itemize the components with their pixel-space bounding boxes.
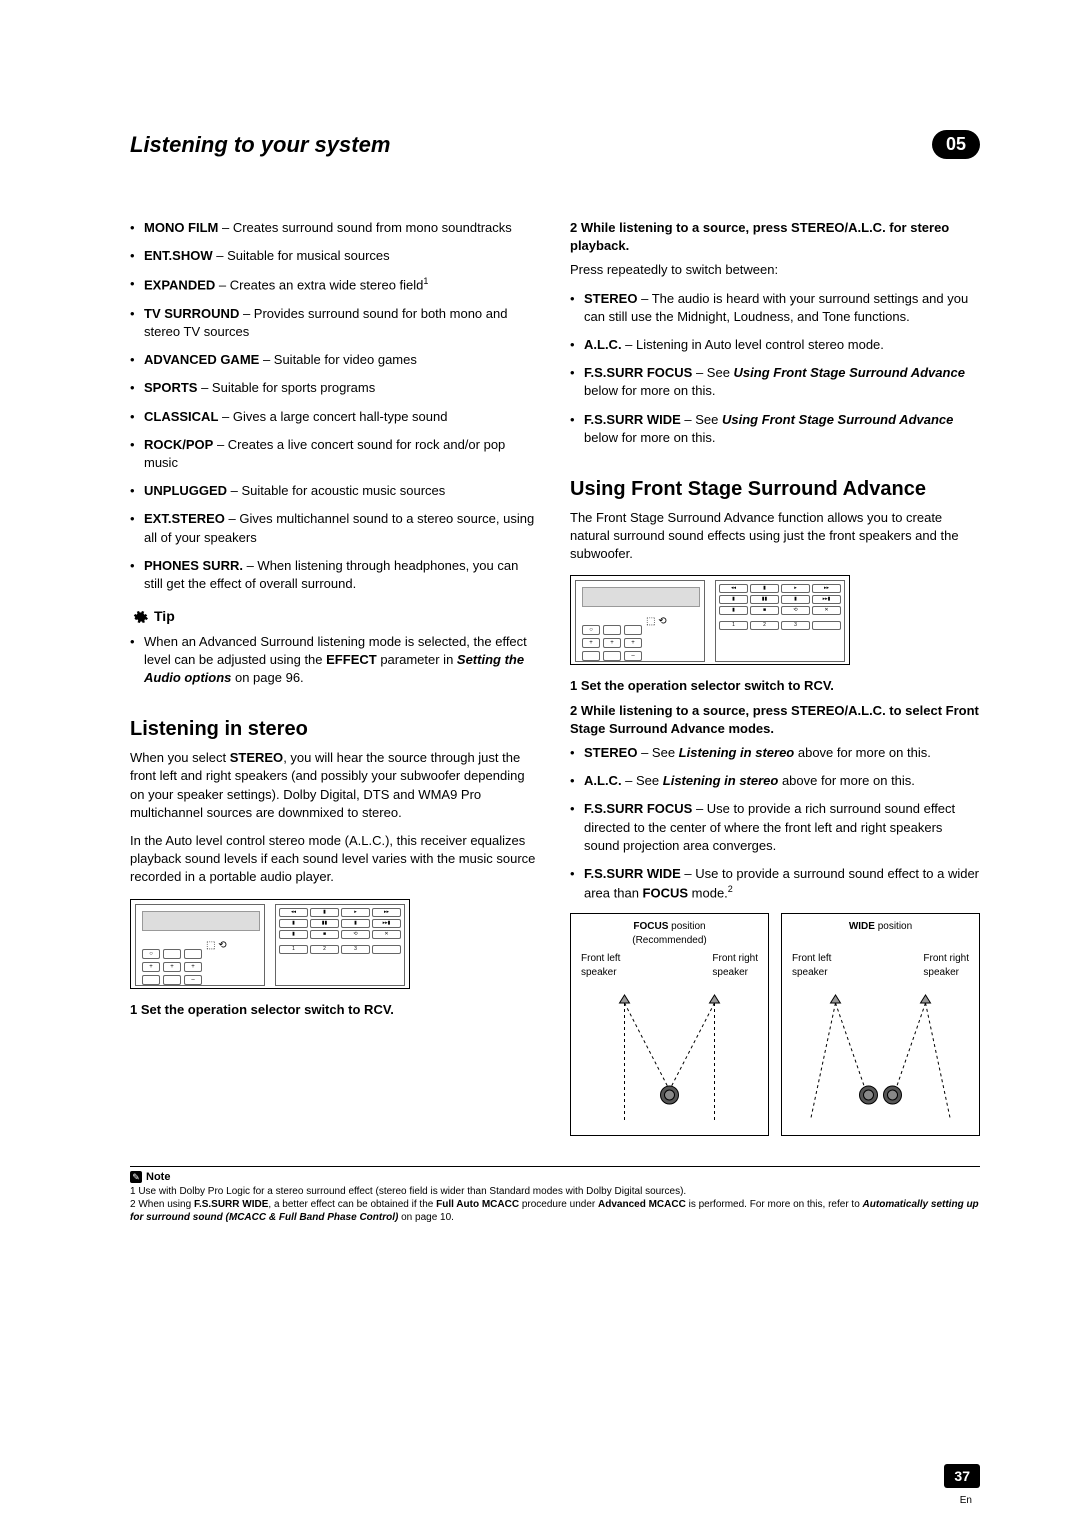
remote-diagram: ⬚ ⟲ ○+++– ◂◂▮▸▸▸ ▮▮▮▮▸▸▮ ▮■⟲✕ 123 (130, 899, 410, 989)
step-2: 2 While listening to a source, press STE… (570, 219, 980, 255)
listening-stereo-heading: Listening in stereo (130, 715, 540, 743)
page-language: En (960, 1495, 972, 1506)
page-title: Listening to your system (130, 132, 390, 158)
surround-modes-list: MONO FILM – Creates surround sound from … (130, 219, 540, 593)
fss-step-2: 2 While listening to a source, press STE… (570, 702, 980, 738)
press-repeatedly: Press repeatedly to switch between: (570, 261, 980, 279)
fss-options-list: STEREO – See Listening in stereo above f… (570, 744, 980, 903)
chapter-number: 05 (932, 130, 980, 159)
stereo-para-1: When you select STEREO, you will hear th… (130, 749, 540, 822)
fss-step-1: 1 Set the operation selector switch to R… (570, 677, 980, 695)
fss-heading: Using Front Stage Surround Advance (570, 475, 980, 503)
stereo-para-2: In the Auto level control stereo mode (A… (130, 832, 540, 887)
stereo-options-list: STEREO – The audio is heard with your su… (570, 290, 980, 447)
footnote-1: 1 Use with Dolby Pro Logic for a stereo … (130, 1185, 980, 1198)
speaker-position-diagram: FOCUS position(Recommended) Front leftsp… (570, 913, 980, 1136)
note-separator (130, 1166, 980, 1167)
tip-label: Tip (154, 607, 175, 627)
step-1: 1 Set the operation selector switch to R… (130, 1001, 540, 1019)
gear-icon (130, 608, 148, 626)
page-number: 37 (944, 1464, 980, 1488)
tip-text: When an Advanced Surround listening mode… (130, 633, 540, 688)
remote-diagram-2: ⬚ ⟲ ○+++– ◂◂▮▸▸▸ ▮▮▮▮▸▸▮ ▮■⟲✕ 123 (570, 575, 850, 665)
fss-para: The Front Stage Surround Advance functio… (570, 509, 980, 564)
footnote-2: 2 When using F.S.SURR WIDE, a better eff… (130, 1198, 980, 1224)
note-icon: ✎ (130, 1171, 142, 1183)
note-label: Note (146, 1171, 170, 1183)
